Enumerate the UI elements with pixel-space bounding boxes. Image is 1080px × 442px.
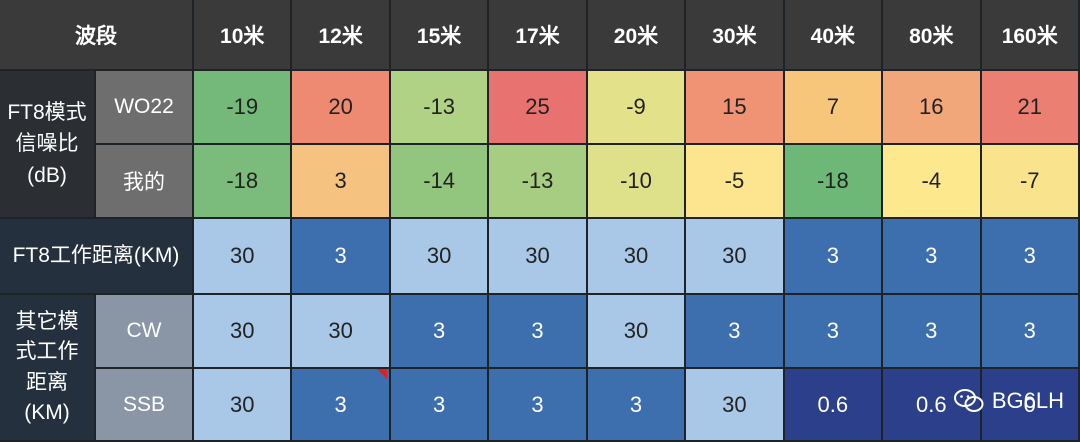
ssb-distance-cell: 30 <box>194 369 293 442</box>
snr-wo22-cell: 15 <box>686 71 785 145</box>
snr-mine-cell: -18 <box>784 145 884 219</box>
cw-distance-cell: 3 <box>883 295 982 369</box>
other-modes-group-label: 其它模 式工作 距离 (KM) <box>0 295 96 442</box>
other-modes-group-line: 距离 <box>26 370 68 394</box>
cw-row-label: CW <box>96 295 194 369</box>
ssb-distance-cell: 3 <box>489 369 588 442</box>
ft8-distance-cell: 3 <box>292 219 391 295</box>
snr-wo22-cell: -19 <box>194 71 293 145</box>
ssb-distance-cell: 3 <box>292 369 391 442</box>
cw-distance-cell: 3 <box>489 295 588 369</box>
snr-wo22-cell: -13 <box>390 71 490 145</box>
snr-wo22-cell: 20 <box>292 71 391 145</box>
snr-group-line: FT8模式 <box>7 100 87 124</box>
snr-mine-cell: 3 <box>292 145 391 219</box>
snr-mine-cell: -7 <box>981 145 1080 219</box>
other-modes-group-line: 其它模 <box>15 309 79 333</box>
snr-group-line: (dB) <box>27 163 67 187</box>
cw-distance-cell: 30 <box>587 295 687 369</box>
ft8-distance-cell: 3 <box>883 219 982 295</box>
ft8-distance-label: FT8工作距离(KM) <box>0 219 194 295</box>
snr-wo22-cell: -9 <box>587 71 687 145</box>
snr-mine-cell: -10 <box>587 145 687 219</box>
ssb-distance-cell: 0.6 <box>883 369 982 442</box>
snr-group-label: FT8模式 信噪比 (dB) <box>0 71 96 219</box>
snr-wo22-cell: 21 <box>981 71 1080 145</box>
band-header-80m: 80米 <box>883 0 982 71</box>
cw-distance-cell: 3 <box>390 295 490 369</box>
other-modes-group-line: (KM) <box>24 400 70 424</box>
band-header-15m: 15米 <box>390 0 490 71</box>
band-header-160m: 160米 <box>981 0 1080 71</box>
comment-flag-marker <box>376 369 387 379</box>
ft8-distance-cell: 30 <box>390 219 490 295</box>
ssb-distance-cell: 3 <box>390 369 490 442</box>
band-header-40m: 40米 <box>784 0 884 71</box>
snr-mine-cell: -18 <box>194 145 293 219</box>
cw-distance-cell: 30 <box>292 295 391 369</box>
snr-wo22-cell: 7 <box>784 71 884 145</box>
cw-distance-cell: 3 <box>981 295 1080 369</box>
snr-wo22-cell: 16 <box>883 71 982 145</box>
snr-mine-cell: -5 <box>686 145 785 219</box>
band-header-30m: 30米 <box>686 0 785 71</box>
ft8-distance-cell: 30 <box>489 219 588 295</box>
band-header-10m: 10米 <box>194 0 293 71</box>
snr-mine-cell: -13 <box>489 145 588 219</box>
ssb-row-label: SSB <box>96 369 194 442</box>
ft8-distance-cell: 30 <box>194 219 293 295</box>
ssb-distance-cell: 3 <box>587 369 687 442</box>
ssb-distance-cell: 30 <box>686 369 785 442</box>
snr-mine-cell: -14 <box>390 145 490 219</box>
cw-distance-cell: 3 <box>784 295 884 369</box>
snr-mine-cell: -4 <box>883 145 982 219</box>
ft8-distance-cell: 3 <box>784 219 884 295</box>
ssb-distance-cell: 0 <box>981 369 1080 442</box>
snr-group-line: 信噪比 <box>15 132 79 156</box>
other-modes-group-line: 式工作 <box>15 340 79 364</box>
band-header-20m: 20米 <box>587 0 687 71</box>
snr-row-label-mine: 我的 <box>96 145 194 219</box>
band-header-12m: 12米 <box>292 0 391 71</box>
ft8-distance-cell: 3 <box>981 219 1080 295</box>
cw-distance-cell: 3 <box>686 295 785 369</box>
ssb-distance-cell: 0.6 <box>784 369 884 442</box>
ft8-distance-cell: 30 <box>587 219 687 295</box>
band-header-label: 波段 <box>0 0 194 71</box>
cw-distance-cell: 30 <box>194 295 293 369</box>
snr-wo22-cell: 25 <box>489 71 588 145</box>
snr-row-label-wo22: WO22 <box>96 71 194 145</box>
ft8-distance-cell: 30 <box>686 219 785 295</box>
band-header-17m: 17米 <box>489 0 588 71</box>
